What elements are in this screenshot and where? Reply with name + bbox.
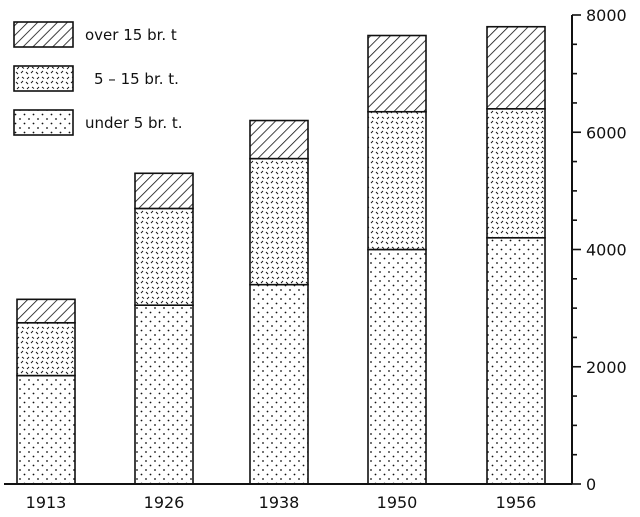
bar-segment-1913-dots [16, 374, 76, 485]
y-axis: 0 2000 4000 6000 8000 [571, 6, 627, 494]
y-tick-label-4000: 4000 [586, 241, 627, 260]
bar-segment-1950-dashes [367, 110, 427, 251]
legend-swatch-hatch [13, 21, 74, 48]
bar-segment-1938-dots [249, 283, 309, 485]
x-tick-label-1956: 1956 [496, 493, 537, 512]
bar-segment-1956-hatch [486, 25, 546, 110]
x-tick-label-1938: 1938 [259, 493, 300, 512]
legend-swatch-dashes [13, 65, 74, 92]
x-tick-label-1926: 1926 [144, 493, 185, 512]
legend-label-hatch: over 15 br. t [85, 26, 177, 44]
legend-label-dots: under 5 br. t. [85, 114, 183, 132]
bar-segment-1950-dots [367, 248, 427, 485]
legend: over 15 br. t 5 – 15 br. t. under 5 br. t. [13, 21, 183, 136]
x-axis: 1913 1926 1938 1950 1956 [26, 493, 537, 512]
bar-segment-1913-hatch [16, 298, 76, 324]
bars [4, 25, 572, 485]
legend-swatch-dots [13, 109, 74, 136]
bar-segment-1926-hatch [134, 172, 194, 210]
bar-segment-1926-dashes [134, 207, 194, 306]
bar-segment-1938-hatch [249, 119, 309, 160]
bar-segment-1926-dots [134, 304, 194, 485]
bar-segment-1956-dashes [486, 108, 546, 239]
x-tick-label-1913: 1913 [26, 493, 67, 512]
bar-segment-1956-dots [486, 236, 546, 485]
x-tick-label-1950: 1950 [377, 493, 418, 512]
y-tick-label-8000: 8000 [586, 6, 627, 25]
legend-label-dashes: 5 – 15 br. t. [94, 70, 179, 88]
bar-segment-1950-hatch [367, 34, 427, 113]
y-tick-label-0: 0 [586, 475, 596, 494]
bar-segment-1938-dashes [249, 157, 309, 286]
y-tick-label-6000: 6000 [586, 123, 627, 142]
y-tick-label-2000: 2000 [586, 358, 627, 377]
bar-segment-1913-dashes [16, 321, 76, 377]
